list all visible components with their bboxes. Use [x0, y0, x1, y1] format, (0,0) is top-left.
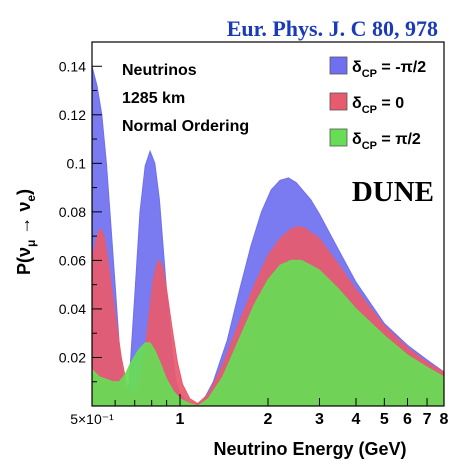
x-axis-ticks: 5×10⁻¹ 1 2 3 4 5 6 7 8: [70, 394, 449, 428]
annotation-block: Neutrinos 1285 km Normal Ordering: [122, 62, 249, 135]
annotation-line-1: Neutrinos: [122, 62, 197, 79]
reference-label: Eur. Phys. J. C 80, 978: [227, 16, 438, 41]
annotation-line-2: 1285 km: [122, 90, 185, 107]
series-areas: [91, 66, 445, 407]
y-axis-ticks: 0.02 0.04 0.06 0.08 0.1 0.12 0.14: [59, 41, 102, 383]
legend: δCP = -π/2 δCP = 0 δCP = π/2: [329, 56, 426, 152]
x-tick-label: 4: [352, 411, 361, 428]
legend-swatch: [329, 56, 348, 75]
legend-label: δCP = 0: [352, 95, 404, 116]
legend-swatch: [329, 128, 348, 147]
x-tick-label: 3: [315, 411, 324, 428]
x-tick-label: 5: [380, 411, 389, 428]
x-tick-label: 1: [176, 411, 185, 428]
legend-swatch: [329, 92, 348, 111]
y-tick-label: 0.12: [59, 107, 86, 123]
legend-label: δCP = -π/2: [352, 59, 426, 80]
y-tick-label: 0.02: [59, 349, 86, 365]
x-tick-label: 7: [423, 411, 432, 428]
y-tick-label: 0.06: [59, 252, 86, 268]
annotation-line-3: Normal Ordering: [122, 118, 249, 135]
x-axis-label: Neutrino Energy (GeV): [213, 439, 406, 459]
legend-label: δCP = π/2: [352, 131, 421, 152]
series-area-3: [91, 259, 445, 407]
y-tick-label: 0.04: [59, 301, 86, 317]
x-tick-label: 2: [264, 411, 273, 428]
x-tick-label: 8: [440, 411, 449, 428]
plot-frame: [91, 41, 445, 407]
y-tick-label: 0.1: [67, 155, 87, 171]
y-tick-label: 0.08: [59, 204, 86, 220]
x-tick-label: 6: [403, 411, 412, 428]
y-tick-label: 0.14: [59, 58, 86, 74]
x-tick-label: 5×10⁻¹: [70, 411, 114, 427]
experiment-label: DUNE: [352, 176, 434, 208]
y-axis-label: P(νμ → νe): [14, 189, 38, 275]
